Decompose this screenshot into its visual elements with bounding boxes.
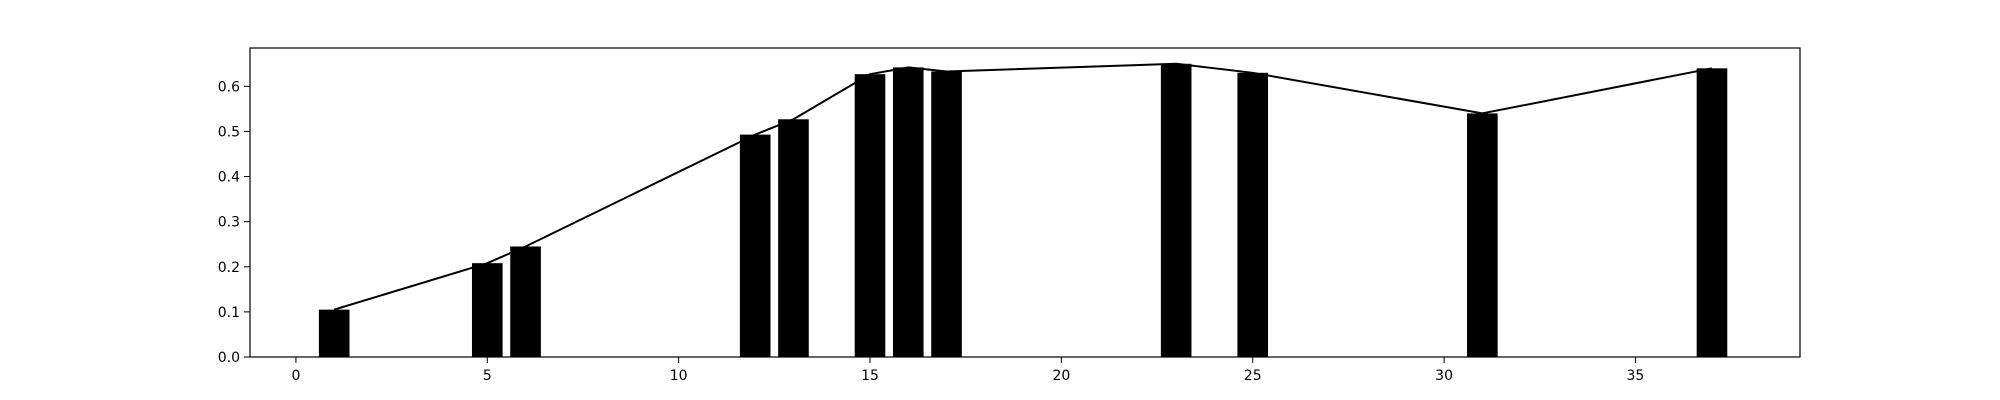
bar-23 bbox=[1160, 63, 1192, 357]
y-tick-label-0.5: 0.5 bbox=[218, 124, 240, 140]
y-tick-label-0.3: 0.3 bbox=[218, 215, 240, 231]
x-tick-label-30: 30 bbox=[1435, 368, 1453, 384]
x-tick-label-0: 0 bbox=[291, 368, 300, 384]
x-tick-label-15: 15 bbox=[861, 368, 879, 384]
y-axis: 0.0 0.1 0.2 0.3 0.4 0.5 0.6 bbox=[218, 79, 250, 366]
bar-5 bbox=[471, 263, 503, 357]
x-tick-label-5: 5 bbox=[483, 368, 492, 384]
y-tick-label-0.6: 0.6 bbox=[218, 79, 240, 95]
x-tick-label-10: 10 bbox=[670, 368, 688, 384]
bar-17 bbox=[931, 71, 962, 357]
bar-13 bbox=[778, 119, 809, 357]
y-tick-label-0.0: 0.0 bbox=[218, 350, 240, 366]
bar-16 bbox=[892, 67, 924, 357]
plot-frame bbox=[249, 47, 1801, 358]
bar-1 bbox=[318, 309, 350, 357]
trend-line bbox=[333, 62, 1713, 311]
x-tick-label-35: 35 bbox=[1627, 368, 1645, 384]
bar-15 bbox=[854, 74, 886, 357]
bar-25 bbox=[1237, 72, 1269, 358]
x-tick-label-25: 25 bbox=[1244, 368, 1262, 384]
bars-group bbox=[318, 63, 1728, 358]
x-tick-label-20: 20 bbox=[1052, 368, 1070, 384]
bar-12 bbox=[739, 134, 771, 357]
y-tick-label-0.4: 0.4 bbox=[218, 170, 240, 186]
bar-6 bbox=[510, 246, 541, 357]
y-tick-label-0.2: 0.2 bbox=[218, 260, 240, 276]
bar-31 bbox=[1467, 113, 1498, 358]
bar-37 bbox=[1696, 68, 1728, 358]
x-axis: 0 5 10 15 20 25 30 35 bbox=[291, 357, 1644, 384]
y-tick-label-0.1: 0.1 bbox=[218, 305, 240, 321]
